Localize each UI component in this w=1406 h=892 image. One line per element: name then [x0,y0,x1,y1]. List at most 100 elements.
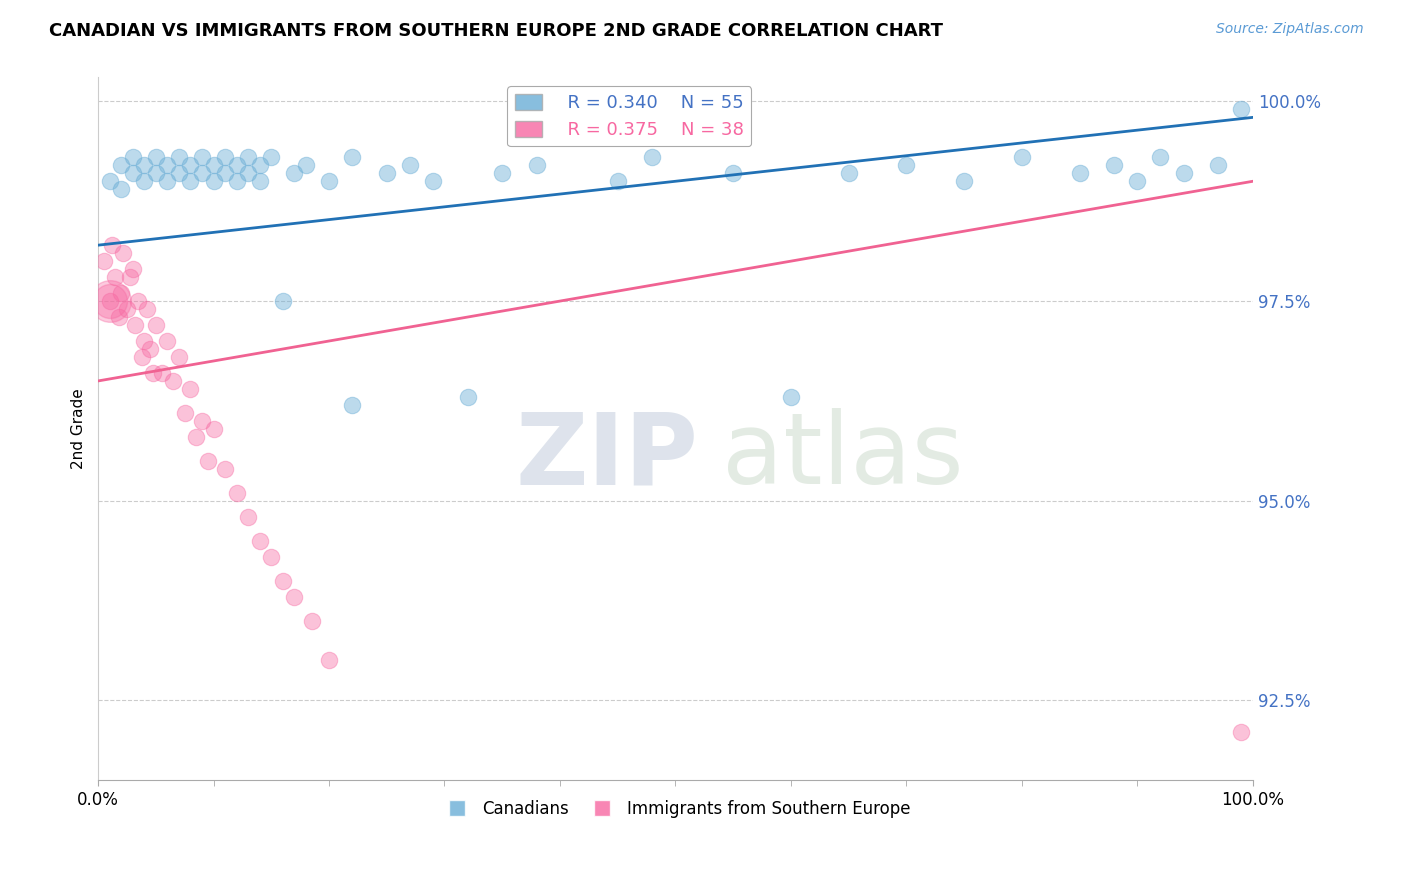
Point [340,150,363,164]
Point [202,174,225,188]
Point [191,166,214,180]
Point [340,398,363,412]
Point [98,294,121,309]
Point [1230,725,1253,739]
Point [186,430,208,444]
Point [162,374,184,388]
Point [457,390,479,404]
Point [780,390,803,404]
Point [110,182,132,196]
Point [225,158,247,172]
Point [249,533,271,548]
Point [120,270,142,285]
Point [318,174,340,188]
Point [491,166,513,180]
Point [110,158,132,172]
Point [422,174,444,188]
Point [896,158,918,172]
Point [150,366,173,380]
Point [179,174,201,188]
Point [167,166,190,180]
Point [139,342,162,356]
Point [142,366,165,380]
Point [249,158,271,172]
Point [271,574,294,588]
Y-axis label: 2nd Grade: 2nd Grade [72,389,86,469]
Point [93,254,115,268]
Point [238,166,260,180]
Point [260,150,283,164]
Text: atlas: atlas [721,409,963,506]
Point [283,166,305,180]
Point [191,150,214,164]
Point [131,350,153,364]
Point [214,166,236,180]
Point [606,174,628,188]
Point [134,158,156,172]
Point [98,294,121,309]
Point [1069,166,1091,180]
Point [167,150,190,164]
Point [145,318,167,332]
Point [641,150,664,164]
Text: Source: ZipAtlas.com: Source: ZipAtlas.com [1216,22,1364,37]
Point [156,334,179,348]
Point [721,166,744,180]
Point [124,318,146,332]
Point [202,158,225,172]
Point [156,158,179,172]
Point [101,238,124,252]
Point [238,150,260,164]
Point [1011,150,1033,164]
Text: CANADIAN VS IMMIGRANTS FROM SOUTHERN EUROPE 2ND GRADE CORRELATION CHART: CANADIAN VS IMMIGRANTS FROM SOUTHERN EUR… [49,22,943,40]
Point [295,158,318,172]
Point [135,301,157,316]
Point [318,653,340,667]
Point [134,334,156,348]
Point [115,301,138,316]
Point [191,414,214,428]
Point [112,246,135,260]
Point [238,509,260,524]
Point [838,166,860,180]
Point [249,174,271,188]
Point [260,549,283,564]
Point [121,166,143,180]
Point [121,262,143,277]
Point [173,406,195,420]
Text: ZIP: ZIP [516,409,699,506]
Point [1230,103,1253,117]
Point [134,174,156,188]
Point [283,590,305,604]
Point [271,294,294,309]
Point [108,310,131,324]
Point [121,150,143,164]
Point [225,174,247,188]
Point [214,150,236,164]
Point [98,294,121,309]
Point [1173,166,1195,180]
Point [156,174,179,188]
Point [1149,150,1171,164]
Point [145,150,167,164]
Point [104,270,127,285]
Point [110,286,132,301]
Point [375,166,398,180]
Point [1104,158,1126,172]
Point [1206,158,1229,172]
Point [953,174,976,188]
Point [225,485,247,500]
Point [179,158,201,172]
Point [179,382,201,396]
Point [145,166,167,180]
Point [127,294,149,309]
Point [202,422,225,436]
Point [98,174,121,188]
Legend: Canadians, Immigrants from Southern Europe: Canadians, Immigrants from Southern Euro… [433,793,917,825]
Point [167,350,190,364]
Point [301,614,323,628]
Point [214,462,236,476]
Point [1126,174,1149,188]
Point [526,158,548,172]
Point [398,158,420,172]
